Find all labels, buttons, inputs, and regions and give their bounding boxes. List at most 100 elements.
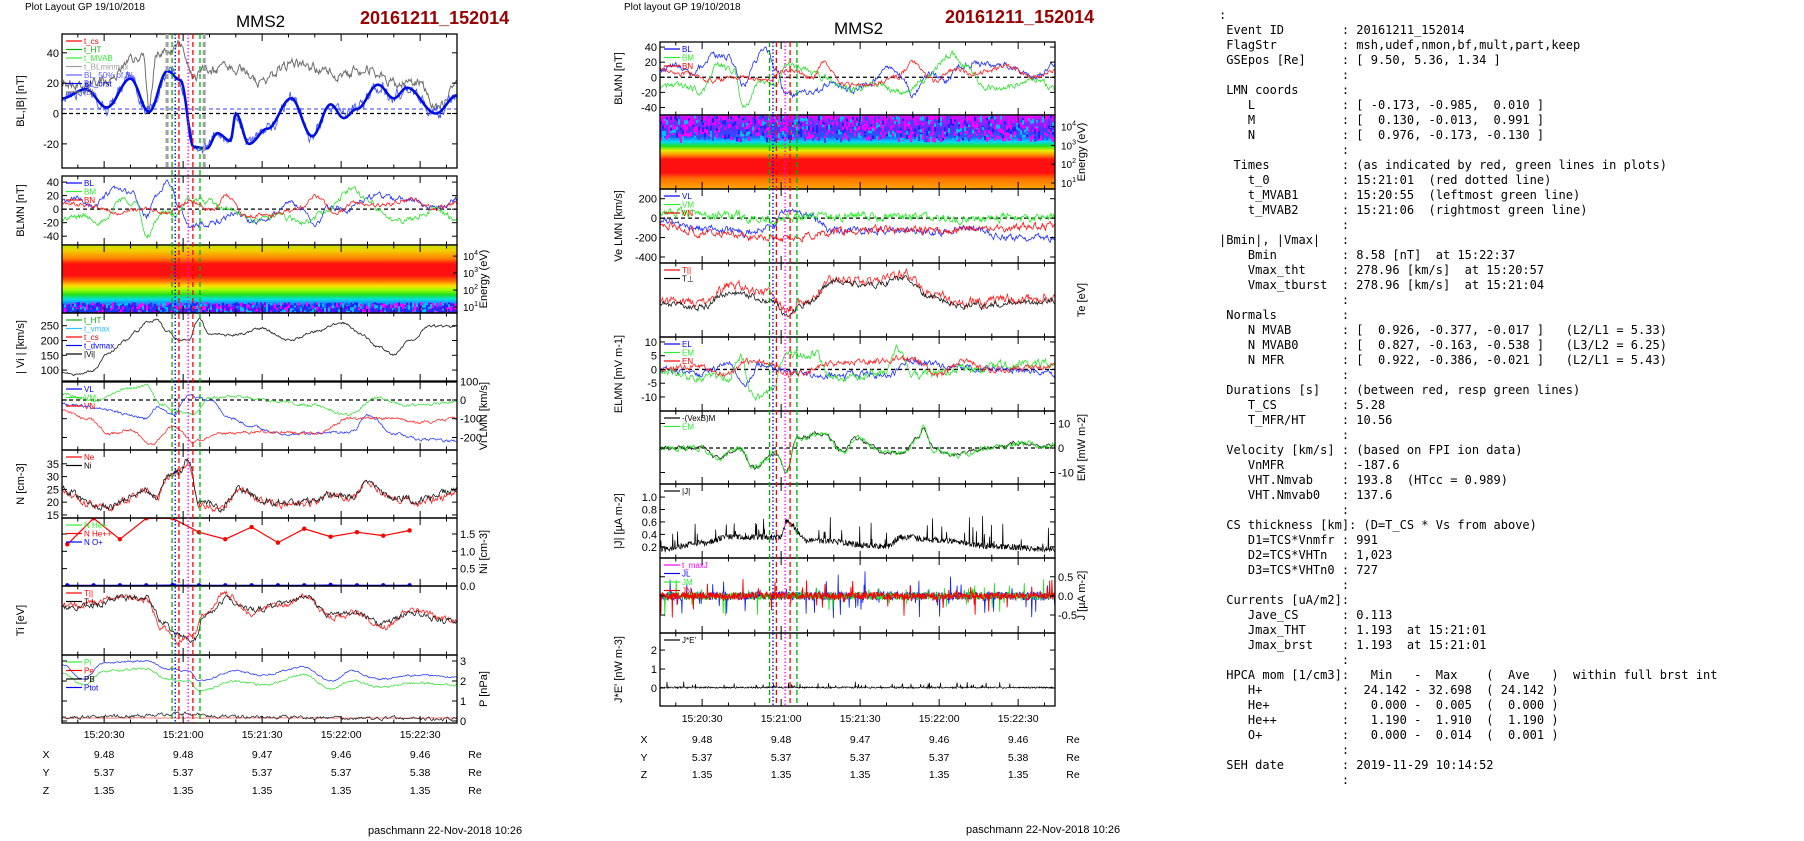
spectrogram-pixel — [78, 302, 80, 306]
spectrogram-pixel — [132, 308, 134, 313]
spectrogram-pixel — [864, 127, 866, 132]
spectrogram-pixel — [858, 125, 860, 131]
spectrogram-pixel — [402, 305, 404, 309]
exponent: 3 — [474, 267, 478, 274]
spectrogram-pixel — [1014, 126, 1016, 132]
panel-plot-area — [62, 317, 457, 377]
spectrogram-pixel — [272, 305, 274, 311]
spectrogram-pixel — [330, 302, 332, 307]
spectrogram-pixel — [706, 126, 708, 130]
panel-frame — [61, 33, 458, 169]
spectrogram-pixel — [664, 125, 666, 128]
spectrogram-pixel — [1010, 134, 1012, 139]
spectrogram-pixel — [806, 116, 808, 122]
spectrogram-pixel — [686, 120, 688, 124]
spectrogram-pixel — [836, 125, 838, 131]
info-line: D2=TCS*VHTn : 1,023 — [1219, 548, 1393, 562]
spectrogram-pixel — [314, 302, 316, 307]
position-value: 5.37 — [93, 767, 115, 779]
panel-frame — [659, 483, 1056, 559]
spectrogram-pixel — [354, 311, 356, 313]
spectrogram-pixel — [270, 311, 272, 313]
spectrogram-pixel — [748, 122, 750, 128]
panel-plot-area — [660, 515, 1055, 554]
position-value: 9.48 — [691, 734, 713, 746]
spectrogram-pixel — [928, 120, 930, 125]
spectrogram-pixel — [302, 308, 304, 312]
spectrogram-pixel — [1048, 125, 1050, 130]
spectrogram-pixel — [386, 302, 388, 308]
spectrogram-pixel — [724, 120, 726, 125]
spectrogram-pixel — [800, 117, 802, 122]
spectrogram-pixel — [378, 303, 380, 308]
spectrogram-pixel — [856, 117, 858, 122]
series-EL — [660, 357, 1055, 388]
spectrogram-pixel — [74, 304, 76, 308]
spectrogram-pixel — [674, 121, 676, 126]
y-tick-label: -10 — [1058, 467, 1074, 479]
spectrogram-pixel — [968, 137, 970, 142]
info-line: Currents [uA/m2]: — [1219, 593, 1350, 607]
spectrogram-pixel — [808, 126, 810, 131]
spectrogram-pixel — [898, 131, 900, 134]
spectrogram-pixel — [1038, 119, 1040, 123]
spectrogram-pixel — [1000, 115, 1002, 120]
spectrogram-pixel — [276, 311, 278, 313]
spectrogram-pixel — [288, 302, 290, 305]
position-value: 1.35 — [691, 769, 713, 781]
spectrogram-pixel — [120, 308, 122, 313]
spectrogram-pixel — [112, 302, 114, 308]
spectrogram-pixel — [222, 302, 224, 306]
info-line: N : [ 0.976, -0.173, -0.130 ] — [1219, 128, 1545, 142]
spectrogram-pixel — [64, 308, 66, 313]
spectrogram-pixel — [194, 305, 196, 309]
y-tick-label: 200 — [41, 335, 59, 347]
series-T- — [660, 274, 1055, 318]
legend-label: T|| — [682, 266, 691, 275]
spectrogram-pixel — [412, 302, 414, 308]
spectrogram-pixel — [718, 117, 720, 121]
spectrogram-pixel — [776, 133, 778, 137]
spectrogram-pixel — [216, 307, 218, 310]
y-tick-label: 40 — [47, 177, 59, 189]
spectrogram-pixel — [830, 127, 832, 133]
panel-frame — [61, 312, 458, 382]
y-axis-label: |J| [µA m-2] — [613, 493, 625, 548]
spectrogram-pixel — [894, 116, 896, 121]
spectrogram-pixel — [854, 120, 856, 125]
spectrogram-pixel — [758, 132, 760, 136]
spectrogram-pixel — [286, 303, 288, 308]
spectrogram-pixel — [134, 305, 136, 311]
spectrogram-pixel — [906, 131, 908, 135]
y-tick-label: 0 — [651, 213, 657, 225]
spectrogram-pixel — [894, 132, 896, 138]
spectrogram-pixel — [280, 306, 282, 309]
info-line: Velocity [km/s] : (based on FPI ion data… — [1219, 443, 1523, 457]
spectrogram-pixel — [886, 115, 888, 119]
spectrogram-pixel — [1002, 137, 1004, 142]
position-value: 5.37 — [691, 752, 713, 764]
spectrogram-pixel — [664, 130, 666, 136]
spectrogram-pixel — [778, 121, 780, 126]
spectrogram-pixel — [1038, 131, 1040, 135]
panel-frame — [61, 175, 458, 246]
spectrogram-pixel — [840, 132, 842, 135]
spectrogram-pixel — [970, 116, 972, 122]
series-T- — [62, 594, 457, 644]
spectrogram-pixel — [94, 310, 96, 313]
spectrogram-pixel — [996, 129, 998, 133]
y-tick-label: -20 — [43, 139, 59, 151]
spectrogram-pixel — [798, 126, 800, 130]
exponent: 1 — [474, 301, 478, 308]
middle-event-id: 20161211_152014 — [945, 7, 1095, 27]
info-line: T_MFR/HT : 10.56 — [1219, 413, 1393, 427]
spectrogram-pixel — [988, 136, 990, 140]
spectrogram-pixel — [260, 302, 262, 307]
spectrogram-pixel — [1050, 127, 1052, 132]
spectrogram-pixel — [982, 115, 984, 119]
panel-frame — [61, 449, 458, 519]
spectrogram-pixel — [840, 138, 842, 143]
time-tick-label: 15:22:00 — [320, 729, 362, 741]
spectrogram-pixel — [376, 305, 378, 308]
